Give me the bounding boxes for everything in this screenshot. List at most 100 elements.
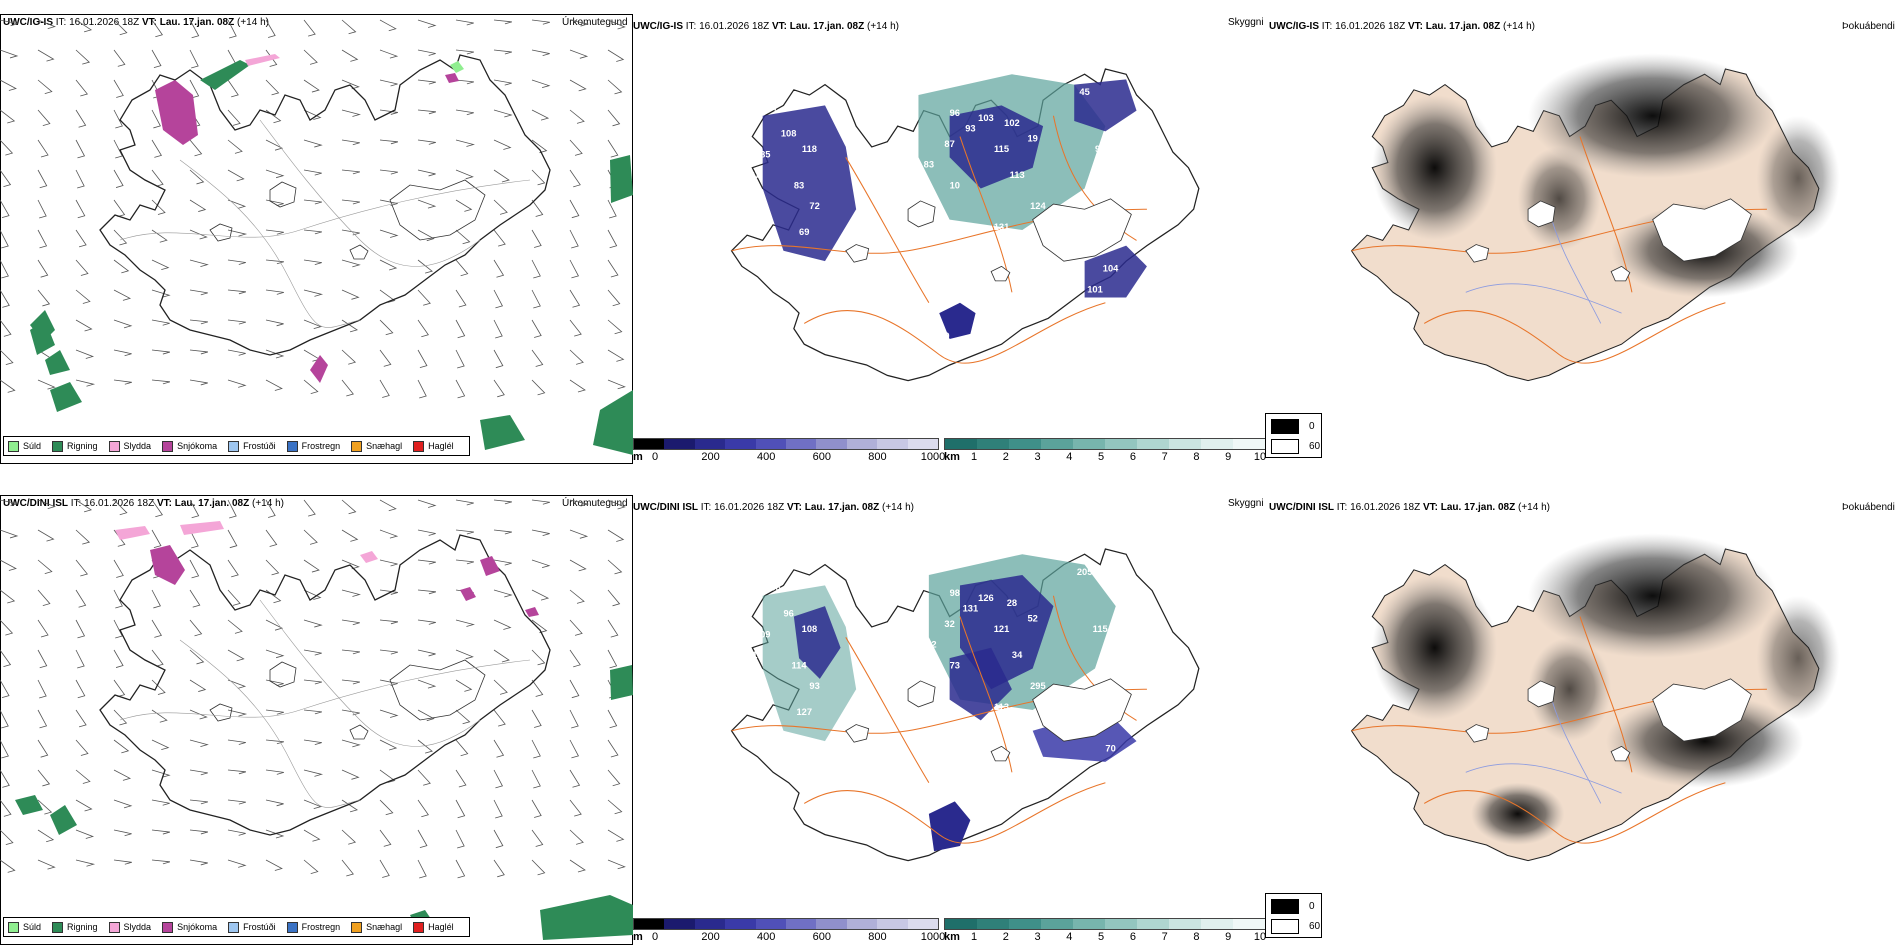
wind-barb xyxy=(75,829,95,839)
wind-barb xyxy=(379,229,399,238)
wind-barb xyxy=(303,289,324,297)
wind-barb xyxy=(189,79,200,99)
wind-barb xyxy=(417,199,437,209)
wind-barb xyxy=(227,109,241,126)
wind-barb xyxy=(75,19,93,33)
wind-barb xyxy=(531,289,541,309)
wind-barb xyxy=(379,799,394,816)
wind-barb xyxy=(37,379,56,390)
wind-barb xyxy=(0,529,19,539)
wind-barb xyxy=(455,679,473,692)
wind-barb xyxy=(227,499,237,519)
wind-barb xyxy=(37,799,53,815)
wind-barb xyxy=(455,49,475,55)
wind-barb xyxy=(493,109,513,118)
wind-barb xyxy=(417,49,436,56)
wind-barb xyxy=(303,199,322,205)
wind-barb xyxy=(341,169,361,175)
axis-tick-label: 7 xyxy=(1161,931,1168,943)
axis-tick-label: 800 xyxy=(868,931,887,943)
panel-title-ceiling-bottom: UWC/DINI ISL IT: 16.01.2026 18Z VT: Lau.… xyxy=(633,502,914,513)
wind-barb xyxy=(531,559,551,569)
wind-barb xyxy=(0,859,16,873)
wind-barb xyxy=(607,259,619,278)
wind-barb xyxy=(303,829,321,842)
ceiling-map-top: 47 108 185 118 107 83 72 69 96 93 87 103 102 115 19 83 1… xyxy=(730,68,1200,382)
ptype-legend-item: Slydda xyxy=(108,440,151,452)
wind-barb xyxy=(151,379,171,385)
wind-barb xyxy=(189,679,207,692)
wind-barb xyxy=(0,499,18,507)
cloud-height-value: 126 xyxy=(978,593,994,603)
wind-barb xyxy=(189,769,208,776)
wind-barb xyxy=(569,619,583,636)
wind-barb xyxy=(455,289,467,308)
cloud-height-value: 60 xyxy=(939,331,949,341)
cloud-height-value: 108 xyxy=(802,624,818,634)
wind-barb xyxy=(75,739,89,756)
wind-barb xyxy=(531,589,550,601)
wind-barb xyxy=(569,109,585,124)
cloud-height-value: 70 xyxy=(1105,744,1115,754)
wind-barb xyxy=(75,499,93,513)
wind-barb xyxy=(531,109,550,121)
color-step xyxy=(786,439,817,449)
wind-barb xyxy=(379,829,392,847)
ptype-legend-item: Frostúði xyxy=(228,440,276,452)
wind-barb xyxy=(303,229,323,235)
wind-barb xyxy=(379,199,398,206)
wind-barb xyxy=(303,619,323,628)
color-step xyxy=(1073,919,1105,929)
legend-label: Haglél xyxy=(428,922,454,932)
wind-barb xyxy=(265,529,278,547)
wind-barb xyxy=(227,589,241,606)
wind-barb xyxy=(0,709,9,729)
wind-barb xyxy=(493,199,508,215)
wind-barb xyxy=(607,739,619,758)
color-step xyxy=(1169,919,1201,929)
wind-barb xyxy=(0,349,14,366)
wind-barb xyxy=(493,709,506,727)
wind-barb xyxy=(455,799,466,819)
wind-barb xyxy=(75,799,93,812)
wind-barb xyxy=(417,19,437,28)
wind-barb xyxy=(303,49,318,65)
color-step xyxy=(1105,919,1137,929)
wind-barb xyxy=(189,829,209,835)
wind-barb xyxy=(607,49,625,62)
wind-barb xyxy=(75,319,93,332)
wind-barb xyxy=(303,319,322,330)
wind-barb xyxy=(265,739,285,745)
wind-barb xyxy=(379,589,398,595)
wind-barb xyxy=(265,619,284,631)
wind-barb xyxy=(37,769,51,787)
wind-barb xyxy=(37,559,53,574)
wind-barb xyxy=(265,289,284,295)
wind-barb xyxy=(455,529,475,535)
wind-barb xyxy=(379,619,399,625)
wind-barb xyxy=(341,259,361,268)
legend-label: Snjókoma xyxy=(177,441,218,451)
wind-barb xyxy=(227,649,245,662)
wind-barb xyxy=(531,739,541,759)
wind-barb xyxy=(607,19,626,30)
wind-barb xyxy=(227,289,247,295)
ptype-legend-item: Snjókoma xyxy=(162,921,217,933)
wind-barb xyxy=(607,79,623,95)
wind-barb xyxy=(569,739,580,759)
wind-barb xyxy=(379,649,398,655)
ptype-legend-item: Snæhagl xyxy=(351,921,402,933)
wind-barb xyxy=(569,529,589,539)
legend-swatch xyxy=(52,921,64,933)
wind-barb xyxy=(379,559,398,567)
color-step xyxy=(634,919,665,929)
axis-tick-label: 4 xyxy=(1066,931,1073,943)
wind-barb xyxy=(417,259,433,274)
wind-barb xyxy=(303,739,322,746)
wind-barb xyxy=(189,859,208,866)
wind-barb xyxy=(569,199,580,219)
visibility-label-bottom: Skyggni xyxy=(1228,498,1264,509)
wind-barb xyxy=(531,829,544,847)
wind-barb xyxy=(75,709,87,728)
